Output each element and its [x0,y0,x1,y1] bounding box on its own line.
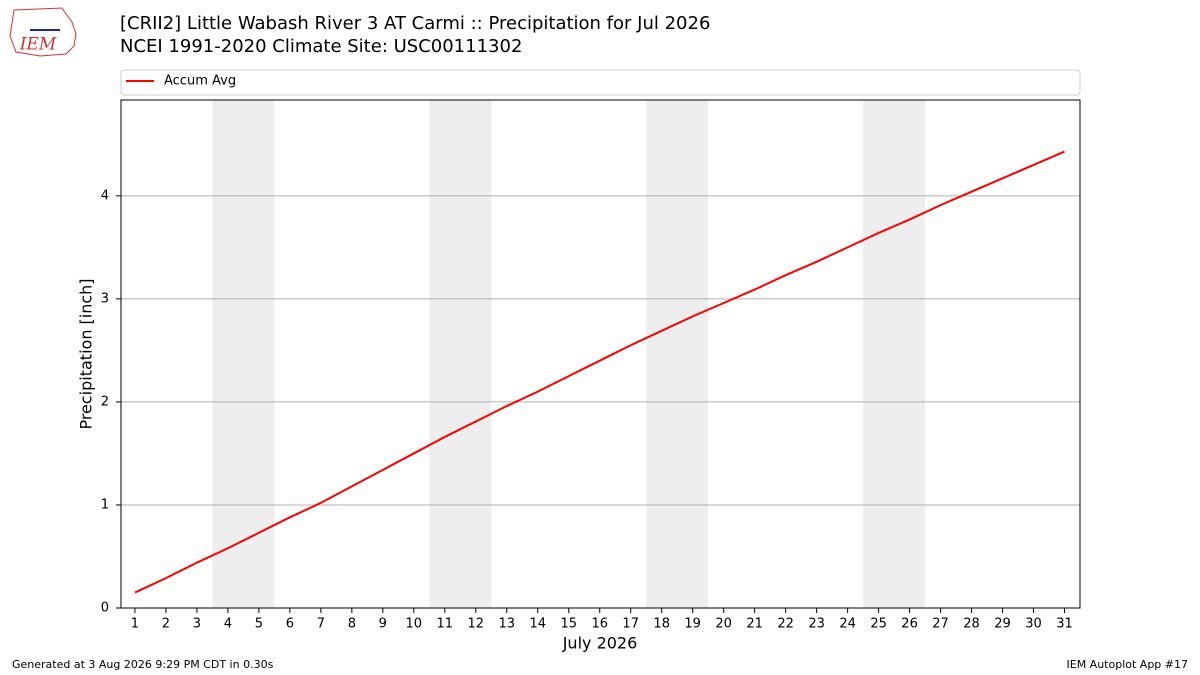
x-tick-label: 3 [193,617,201,632]
x-tick-label: 8 [348,617,356,632]
x-tick-label: 26 [901,617,918,632]
x-tick-label: 6 [286,617,294,632]
x-tick-label: 24 [839,617,856,632]
y-tick-label: 0 [101,601,109,616]
x-tick-label: 17 [622,617,639,632]
data-line [134,150,1065,594]
x-tick-label: 15 [560,617,577,632]
x-tick-label: 28 [963,617,980,632]
x-tick-label: 14 [529,617,546,632]
x-tick-label: 30 [1025,617,1042,632]
logo-text: IEM [19,35,57,55]
x-tick-label: 11 [437,617,454,632]
x-tick-label: 29 [994,617,1011,632]
plot-frame [120,99,1081,609]
footer-left: Generated at 3 Aug 2026 9:29 PM CDT in 0… [12,658,274,671]
x-tick-label: 22 [777,617,794,632]
x-tick-label: 18 [653,617,670,632]
x-tick-label: 20 [715,617,732,632]
legend-box [120,69,1081,96]
x-tick-label: 27 [932,617,949,632]
weekend-shade [646,100,709,608]
x-tick-label: 19 [684,617,701,632]
x-tick-label: 12 [468,617,485,632]
x-tick-label: 31 [1056,617,1073,632]
x-tick-label: 10 [406,617,423,632]
y-tick-label: 2 [101,394,109,409]
x-tick-label: 16 [591,617,608,632]
x-tick-label: 4 [224,617,232,632]
x-tick-label: 21 [746,617,763,632]
chart-subtitle: NCEI 1991-2020 Climate Site: USC00111302 [120,36,522,57]
x-tick-label: 25 [870,617,887,632]
y-axis-label: Precipitation [inch] [77,278,96,429]
x-tick-label: 23 [808,617,825,632]
x-tick-label: 7 [317,617,325,632]
weekend-shade [429,100,492,608]
x-tick-label: 1 [131,617,139,632]
x-tick-label: 5 [255,617,263,632]
y-tick-label: 1 [101,497,109,512]
chart-title: [CRII2] Little Wabash River 3 AT Carmi :… [120,13,710,34]
x-tick-label: 13 [498,617,515,632]
legend-label: Accum Avg [164,74,236,89]
footer-right: IEM Autoplot App #17 [1067,658,1189,671]
logo-outline [9,7,77,57]
x-tick-label: 2 [162,617,170,632]
x-tick-label: 9 [379,617,387,632]
x-axis-label: July 2026 [562,634,638,653]
y-tick-label: 3 [101,291,109,306]
y-tick-label: 4 [101,188,109,203]
weekend-shade [212,100,275,608]
weekend-shade [863,100,926,608]
logo: IEM [9,7,77,57]
